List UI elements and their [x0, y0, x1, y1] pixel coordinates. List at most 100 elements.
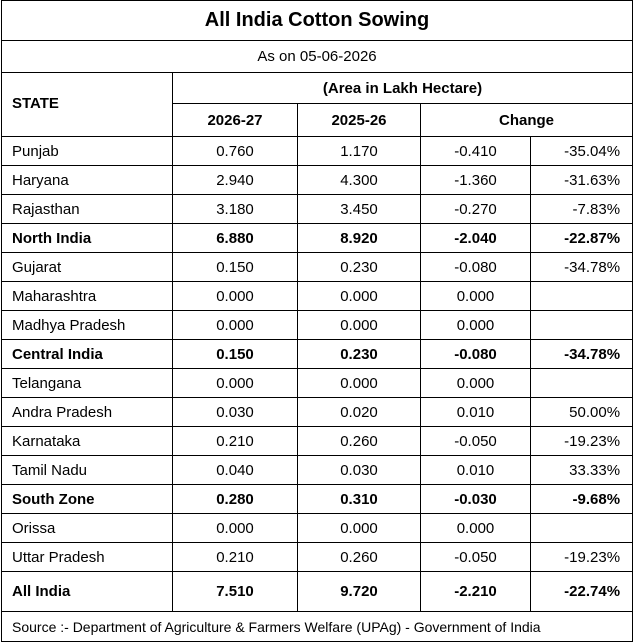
data-row: Telangana 0.000 0.000 0.000: [1, 368, 633, 398]
value-cell: 0.000: [172, 368, 298, 398]
state-cell: South Zone: [1, 484, 173, 514]
state-cell: Maharashtra: [1, 281, 173, 311]
value-cell: 0.260: [297, 542, 421, 572]
state-cell: Karnataka: [1, 426, 173, 456]
data-row: Punjab 0.760 1.170 -0.410 -35.04%: [1, 136, 633, 166]
data-row: Madhya Pradesh 0.000 0.000 0.000: [1, 310, 633, 340]
state-cell: North India: [1, 223, 173, 253]
value-cell: -19.23%: [529, 542, 633, 572]
source-note: Source :- Department of Agriculture & Fa…: [0, 611, 633, 642]
value-cell: 0.310: [297, 484, 421, 514]
value-cell: -2.210: [420, 571, 531, 612]
data-row: Orissa 0.000 0.000 0.000: [1, 513, 633, 543]
data-row: Maharashtra 0.000 0.000 0.000: [1, 281, 633, 311]
value-cell: 0.000: [297, 513, 421, 543]
value-cell: 7.510: [172, 571, 298, 612]
state-cell: Haryana: [1, 165, 173, 195]
value-cell: -35.04%: [529, 136, 633, 166]
value-cell: 4.300: [297, 165, 421, 195]
value-cell: [529, 513, 633, 543]
value-cell: -0.410: [420, 136, 531, 166]
value-cell: 0.260: [297, 426, 421, 456]
value-cell: 6.880: [172, 223, 298, 253]
value-cell: 2.940: [172, 165, 298, 195]
data-row: Gujarat 0.150 0.230 -0.080 -34.78%: [1, 252, 633, 282]
state-cell: All India: [1, 571, 173, 612]
value-cell: 0.040: [172, 455, 298, 485]
column-header: 2025-26: [297, 103, 421, 137]
value-cell: [529, 310, 633, 340]
area-header: (Area in Lakh Hectare): [171, 72, 633, 104]
value-cell: -0.050: [420, 426, 531, 456]
value-cell: 0.000: [297, 281, 421, 311]
state-cell: Andra Pradesh: [1, 397, 173, 427]
value-cell: 0.230: [297, 339, 421, 369]
state-cell: Telangana: [1, 368, 173, 398]
value-cell: 0.000: [297, 368, 421, 398]
value-cell: 0.210: [172, 542, 298, 572]
subtitle: As on 05-06-2026: [0, 40, 633, 73]
value-cell: 0.000: [420, 513, 531, 543]
data-row: Haryana 2.940 4.300 -1.360 -31.63%: [1, 165, 633, 195]
subtitle-row: As on 05-06-2026: [0, 40, 633, 73]
state-cell: Central India: [1, 339, 173, 369]
value-cell: 0.000: [172, 513, 298, 543]
value-cell: 0.760: [172, 136, 298, 166]
column-header: Change: [419, 103, 633, 137]
state-cell: Orissa: [1, 513, 173, 543]
header-row: STATE (Area in Lakh Hectare): [1, 72, 633, 137]
value-cell: 0.030: [297, 455, 421, 485]
value-cell: -9.68%: [529, 484, 633, 514]
footer-row: Source :- Department of Agriculture & Fa…: [0, 611, 633, 642]
data-row: Karnataka 0.210 0.260 -0.050 -19.23%: [1, 426, 633, 456]
value-cell: -0.080: [420, 252, 531, 282]
value-cell: -7.83%: [529, 194, 633, 224]
value-cell: 0.030: [172, 397, 298, 427]
data-row: Central India 0.150 0.230 -0.080 -34.78%: [1, 339, 633, 369]
value-cell: -31.63%: [529, 165, 633, 195]
value-cell: 0.000: [420, 368, 531, 398]
value-cell: -34.78%: [529, 252, 633, 282]
state-cell: Gujarat: [1, 252, 173, 282]
data-row: North India 6.880 8.920 -2.040 -22.87%: [1, 223, 633, 253]
value-cell: -22.74%: [529, 571, 633, 612]
value-cell: 3.450: [297, 194, 421, 224]
column-header: 2026-27: [172, 103, 298, 137]
value-cell: -0.080: [420, 339, 531, 369]
value-cell: -34.78%: [529, 339, 633, 369]
state-header: STATE: [1, 72, 173, 137]
title-row: All India Cotton Sowing: [0, 0, 633, 41]
value-cell: 0.000: [420, 281, 531, 311]
value-cell: -22.87%: [529, 223, 633, 253]
value-cell: 0.150: [172, 252, 298, 282]
value-cell: [529, 368, 633, 398]
value-cell: 0.230: [297, 252, 421, 282]
state-cell: Madhya Pradesh: [1, 310, 173, 340]
value-cell: -1.360: [420, 165, 531, 195]
data-row: All India 7.510 9.720 -2.210 -22.74%: [1, 571, 633, 612]
value-cell: 1.170: [297, 136, 421, 166]
state-cell: Rajasthan: [1, 194, 173, 224]
data-row: Andra Pradesh 0.030 0.020 0.010 50.00%: [1, 397, 633, 427]
value-cell: 33.33%: [529, 455, 633, 485]
data-row: Tamil Nadu 0.040 0.030 0.010 33.33%: [1, 455, 633, 485]
data-row: South Zone 0.280 0.310 -0.030 -9.68%: [1, 484, 633, 514]
value-cell: 0.010: [420, 455, 531, 485]
value-cell: -0.270: [420, 194, 531, 224]
value-cell: 0.000: [297, 310, 421, 340]
value-cell: 50.00%: [529, 397, 633, 427]
value-cell: [529, 281, 633, 311]
value-cell: 0.280: [172, 484, 298, 514]
value-cell: 0.000: [172, 310, 298, 340]
value-cell: 0.000: [420, 310, 531, 340]
value-cell: 8.920: [297, 223, 421, 253]
value-cell: 0.010: [420, 397, 531, 427]
value-cell: 0.150: [172, 339, 298, 369]
value-cell: 0.020: [297, 397, 421, 427]
value-cell: -0.030: [420, 484, 531, 514]
data-row: Rajasthan 3.180 3.450 -0.270 -7.83%: [1, 194, 633, 224]
value-cell: -0.050: [420, 542, 531, 572]
